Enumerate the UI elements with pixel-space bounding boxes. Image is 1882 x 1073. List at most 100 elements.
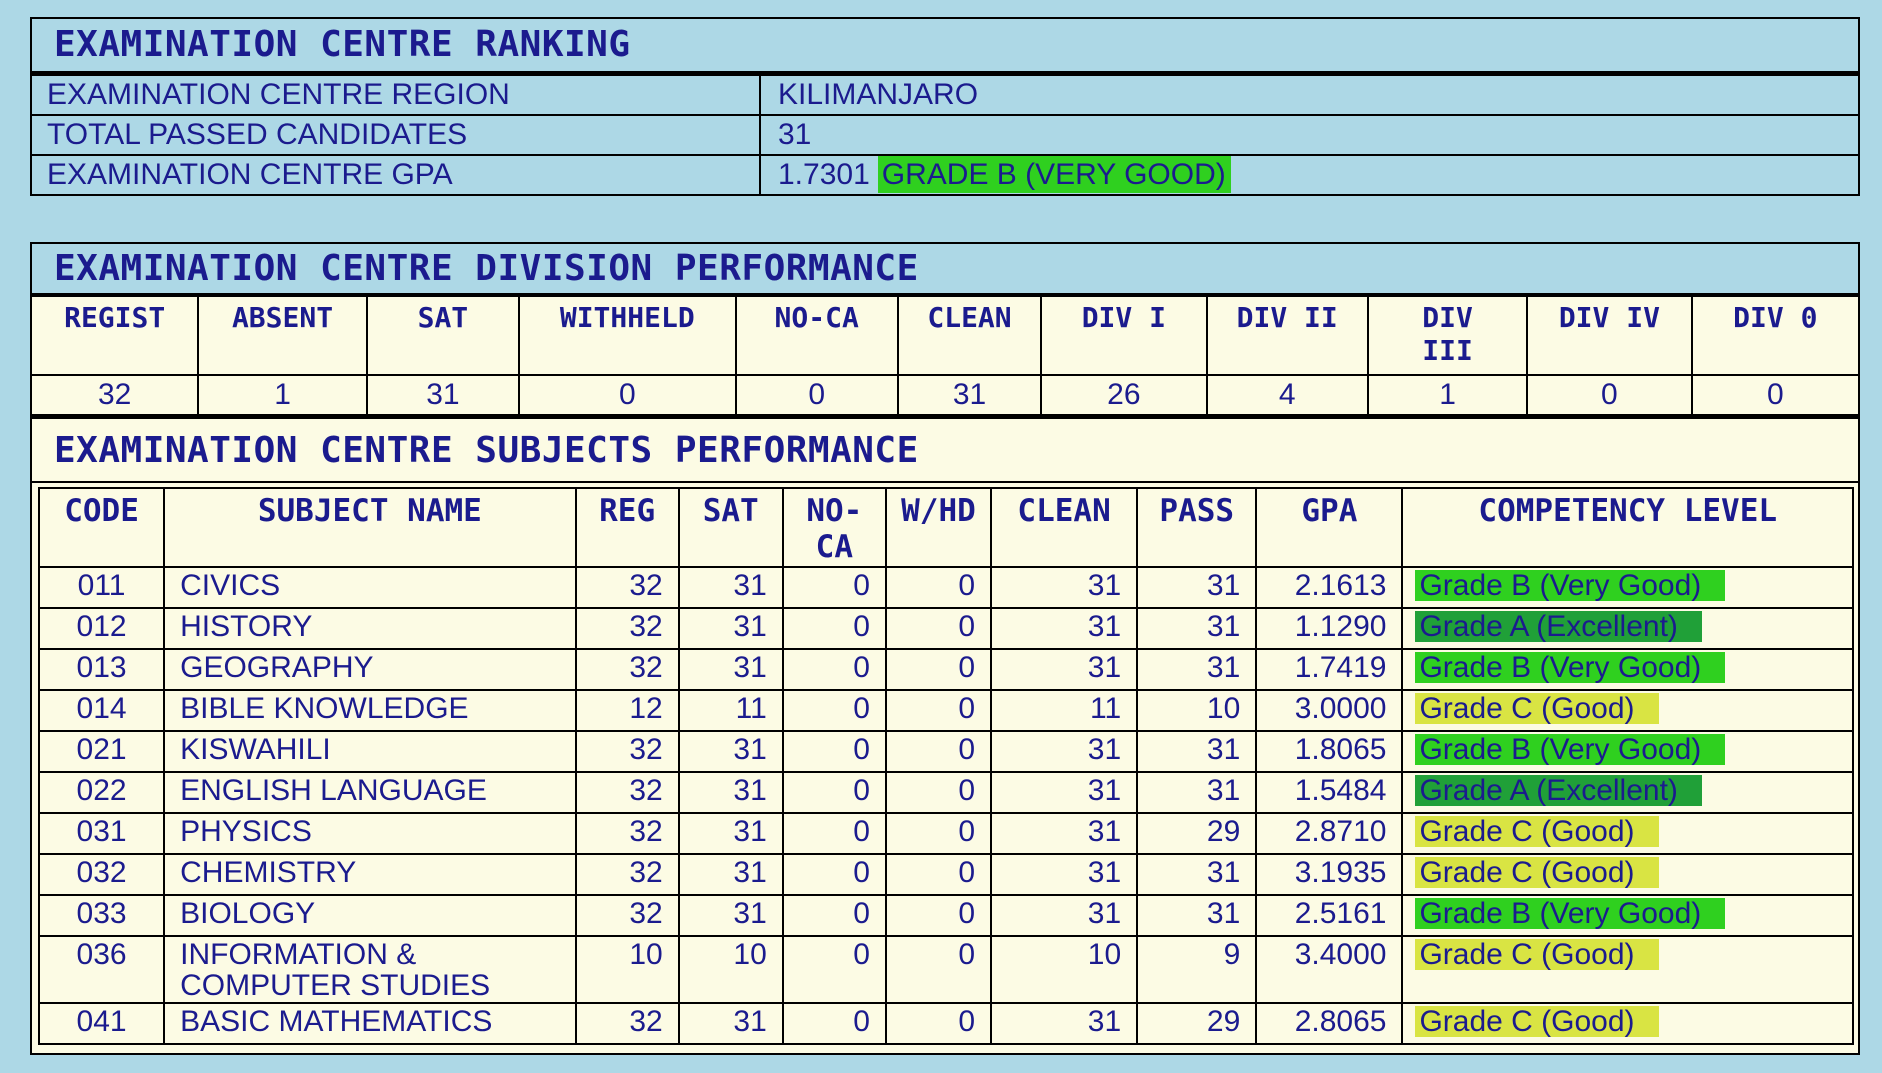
subject-pass-cell: 31 [1136, 730, 1258, 773]
subject-name-cell: BIBLE KNOWLEDGE [163, 689, 577, 732]
passed-label: TOTAL PASSED CANDIDATES [32, 116, 761, 154]
subject-sat-cell: 31 [677, 771, 784, 814]
subject-code-cell: 022 [37, 771, 166, 814]
subject-header-cell: SAT [677, 487, 784, 568]
subject-noca-cell: 0 [781, 648, 887, 691]
subject-noca-cell: 0 [781, 1002, 887, 1045]
subject-whd-cell: 0 [884, 771, 993, 814]
subject-header-cell: CLEAN [990, 487, 1139, 568]
division-header-text: SAT [417, 301, 469, 334]
subject-row: 021 KISWAHILI 32 31 0 0 31 31 1.8065 Grade B (Ver… [37, 730, 1854, 773]
subject-row: 031 PHYSICS 32 31 0 0 31 29 2.8710 Grade C (Good) [37, 812, 1854, 855]
subject-row: 022 ENGLISH LANGUAGE 32 31 0 0 31 31 1.5484 Grade… [37, 771, 1854, 814]
division-value-cell: 26 [1040, 374, 1208, 417]
division-header-cell: DIV 0 [1690, 295, 1861, 376]
subject-clean-cell: 31 [990, 771, 1139, 814]
subject-reg-cell: 32 [574, 607, 680, 650]
subject-sat-cell: 31 [677, 566, 784, 609]
subject-header-cell: NO-CA [781, 487, 887, 568]
subject-sat-cell: 31 [677, 1002, 784, 1045]
subject-reg-cell: 32 [574, 894, 680, 937]
subject-name-cell: ENGLISH LANGUAGE [163, 771, 577, 814]
subject-pass-cell: 31 [1136, 648, 1258, 691]
division-header-row: REGIST ABSENT SAT WITHHELD NO-CA CLEAN DIV I DI… [29, 295, 1861, 376]
division-header-text: DIV III [1422, 301, 1473, 367]
subject-sat-cell: 10 [677, 935, 784, 1004]
subject-whd-cell: 0 [884, 730, 993, 773]
report-content: EXAMINATION CENTRE RANKING EXAMINATION C… [29, 17, 1861, 1055]
subject-code-cell: 036 [37, 935, 166, 1004]
subject-name-cell: HISTORY [163, 607, 577, 650]
subject-code-cell: 032 [37, 853, 166, 896]
subject-header-text: NO-CA [806, 493, 863, 565]
subject-code-cell: 013 [37, 648, 166, 691]
subject-header-text: GPA [1301, 493, 1358, 529]
subject-header-text: SAT [702, 493, 759, 529]
subject-sat-cell: 31 [677, 730, 784, 773]
subject-row: 011 CIVICS 32 31 0 0 31 31 2.1613 Grade B (Very G… [37, 566, 1854, 609]
subject-noca-cell: 0 [781, 730, 887, 773]
division-header-cell: DIV III [1366, 295, 1529, 376]
subject-pass-cell: 10 [1136, 689, 1258, 732]
ranking-row-gpa: EXAMINATION CENTRE GPA 1.7301 GRADE B (VE… [32, 154, 1858, 194]
division-header-text: DIV I [1081, 301, 1166, 334]
subject-noca-cell: 0 [781, 935, 887, 1004]
subject-competency-cell: Grade C (Good) [1401, 935, 1854, 1004]
subject-pass-cell: 29 [1136, 812, 1258, 855]
subject-name-cell: GEOGRAPHY [163, 648, 577, 691]
competency-badge: Grade C (Good) [1415, 816, 1659, 847]
subject-noca-cell: 0 [781, 689, 887, 732]
subject-header-cell: REG [574, 487, 680, 568]
competency-badge: Grade C (Good) [1415, 693, 1659, 724]
subject-noca-cell: 0 [781, 771, 887, 814]
subject-competency-cell: Grade C (Good) [1401, 812, 1854, 855]
competency-badge: Grade B (Very Good) [1415, 570, 1726, 601]
division-value-cell: 31 [896, 374, 1043, 417]
division-value-row: 32 1 31 0 0 31 26 4 1 0 0 [29, 374, 1861, 417]
division-value-cell: 0 [518, 374, 737, 417]
division-header-text: REGIST [64, 301, 166, 334]
subject-header-text: COMPETENCY LEVEL [1478, 493, 1778, 529]
subject-competency-cell: Grade B (Very Good) [1401, 648, 1854, 691]
subject-gpa-cell: 3.0000 [1255, 689, 1404, 732]
subject-reg-cell: 32 [574, 566, 680, 609]
division-value-cell: 0 [734, 374, 899, 417]
subject-row: 036 INFORMATION & COMPUTER STUDIES 10 10 0 0 1… [37, 935, 1854, 1004]
ranking-row-region: EXAMINATION CENTRE REGION KILIMANJARO [32, 74, 1858, 114]
subject-whd-cell: 0 [884, 894, 993, 937]
subject-clean-cell: 31 [990, 853, 1139, 896]
subject-code-cell: 031 [37, 812, 166, 855]
division-header-cell: WITHHELD [518, 295, 737, 376]
competency-badge: Grade C (Good) [1415, 1006, 1659, 1037]
competency-badge: Grade C (Good) [1415, 939, 1659, 970]
subject-clean-cell: 31 [990, 1002, 1139, 1045]
subject-name-cell: KISWAHILI [163, 730, 577, 773]
competency-badge: Grade B (Very Good) [1415, 652, 1726, 683]
division-header-cell: DIV II [1205, 295, 1369, 376]
region-value: KILIMANJARO [778, 78, 979, 111]
subject-header-text: REG [599, 493, 656, 529]
division-value-cell: 0 [1690, 374, 1861, 417]
subject-reg-cell: 32 [574, 648, 680, 691]
division-header-cell: CLEAN [896, 295, 1043, 376]
subject-competency-cell: Grade A (Excellent) [1401, 771, 1854, 814]
ranking-section: EXAMINATION CENTRE RANKING EXAMINATION C… [30, 17, 1860, 196]
subject-clean-cell: 31 [990, 894, 1139, 937]
subject-whd-cell: 0 [884, 689, 993, 732]
subject-pass-cell: 9 [1136, 935, 1258, 1004]
subject-name-cell: BASIC MATHEMATICS [163, 1002, 577, 1045]
subject-whd-cell: 0 [884, 607, 993, 650]
subject-sat-cell: 11 [677, 689, 784, 732]
competency-badge: Grade A (Excellent) [1415, 775, 1702, 806]
division-header-text: WITHHELD [559, 301, 695, 334]
division-value-cell: 32 [29, 374, 200, 417]
subject-name-cell: BIOLOGY [163, 894, 577, 937]
subject-pass-cell: 31 [1136, 566, 1258, 609]
subject-name-cell: INFORMATION & COMPUTER STUDIES [163, 935, 577, 1004]
subject-header-cell: W/HD [884, 487, 993, 568]
division-header-text: ABSENT [231, 301, 334, 334]
subject-whd-cell: 0 [884, 935, 993, 1004]
subject-header-text: W/HD [901, 493, 976, 529]
subject-pass-cell: 31 [1136, 607, 1258, 650]
subject-gpa-cell: 1.7419 [1255, 648, 1404, 691]
